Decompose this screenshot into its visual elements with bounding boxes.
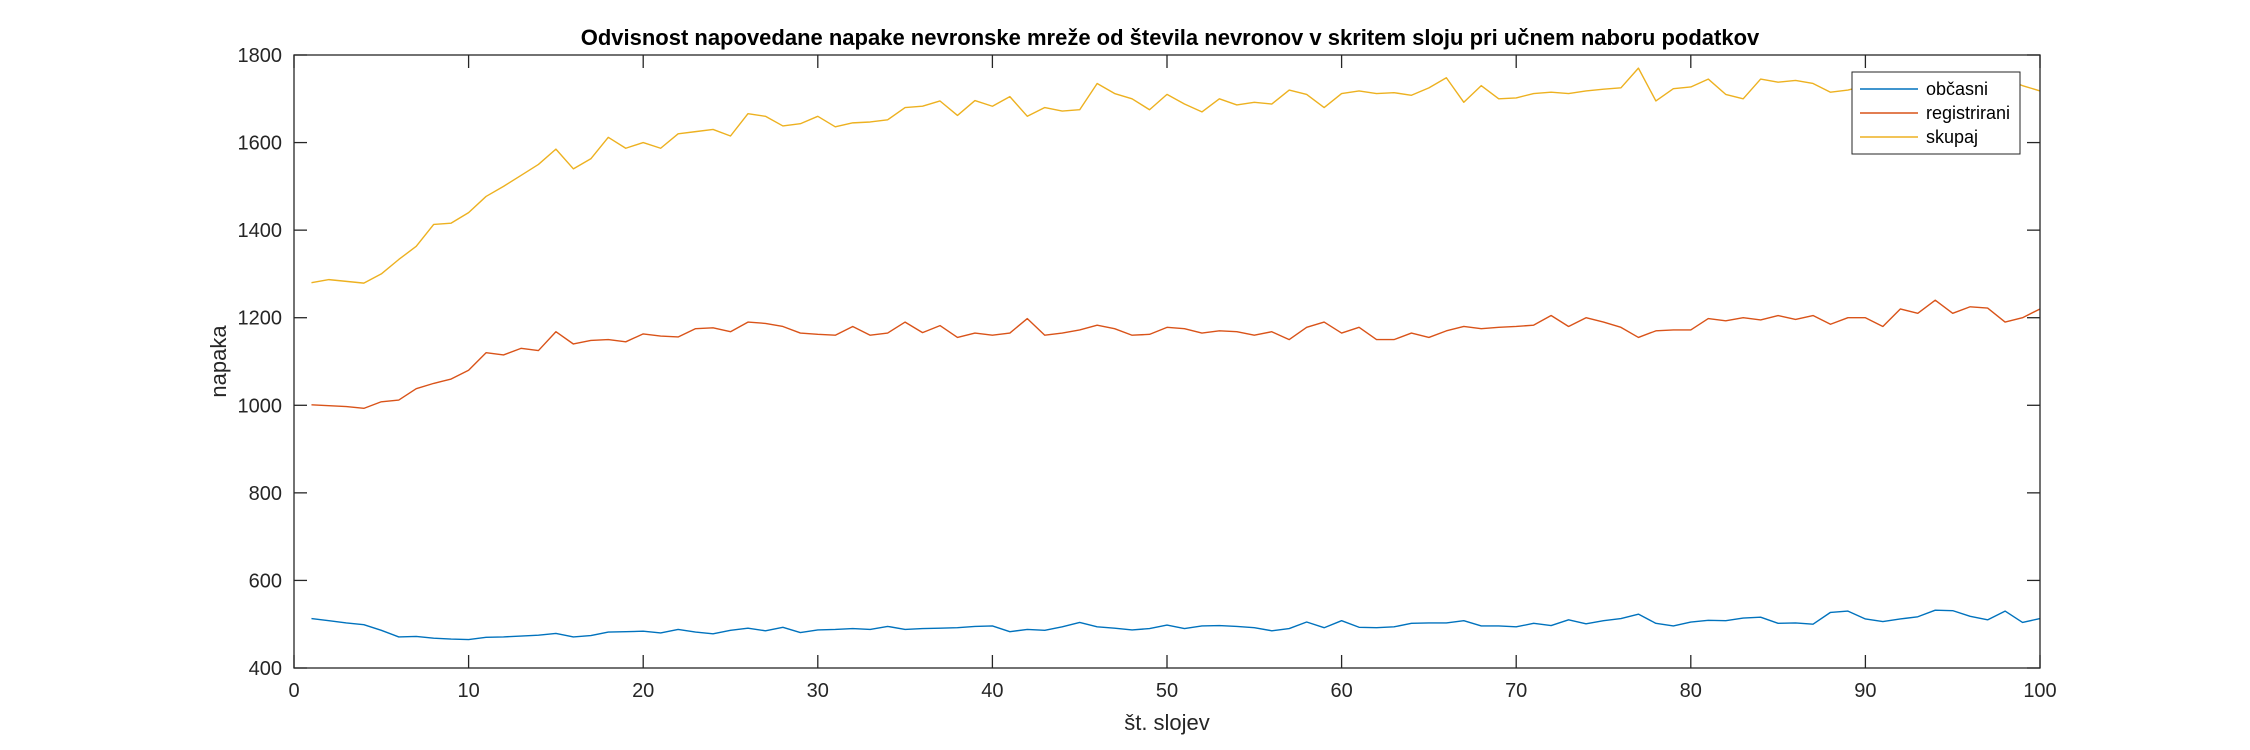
series-line-skupaj: [311, 67, 2041, 284]
x-tick-label: 40: [981, 680, 1003, 702]
y-tick-label: 1000: [238, 395, 283, 417]
series-line-registrirani: [311, 299, 2041, 410]
x-tick-label: 90: [1854, 680, 1876, 702]
plot-frame: [293, 54, 2041, 669]
x-tick-label: 70: [1505, 680, 1527, 702]
plot-area: [294, 55, 2040, 668]
x-tick-label: 80: [1680, 680, 1702, 702]
y-tick-label: 1400: [238, 220, 283, 242]
chart-title: Odvisnost napovedane napake nevronske mr…: [581, 25, 1760, 50]
y-axis-title: napaka: [206, 325, 231, 398]
y-tick-label: 1200: [238, 308, 283, 330]
x-axis-title: št. slojev: [1124, 710, 1210, 735]
legend-label: občasni: [1926, 79, 1988, 99]
legend-label: registrirani: [1926, 103, 2010, 123]
x-tick-label: 0: [288, 680, 299, 702]
x-tick-label: 60: [1330, 680, 1352, 702]
series-line-občasni: [311, 609, 2041, 641]
x-tick-label: 20: [632, 680, 654, 702]
y-tick-label: 400: [249, 658, 282, 680]
y-tick-label: 600: [249, 570, 282, 592]
x-tick-label: 10: [457, 680, 479, 702]
x-tick-label: 50: [1156, 680, 1178, 702]
axis-ticks: 0 10 20 30 40 50 60 70 80 90 100 400 600 800 1000 1200 1…: [238, 45, 2057, 702]
legend: občasni registrirani skupaj: [1851, 71, 2021, 155]
legend-label: skupaj: [1926, 127, 1978, 147]
y-tick-label: 1800: [238, 45, 283, 67]
y-tick-label: 1600: [238, 133, 283, 155]
x-tick-label: 100: [2023, 680, 2056, 702]
series-lines: [311, 67, 2041, 641]
y-tick-label: 800: [249, 483, 282, 505]
x-tick-label: 30: [807, 680, 829, 702]
